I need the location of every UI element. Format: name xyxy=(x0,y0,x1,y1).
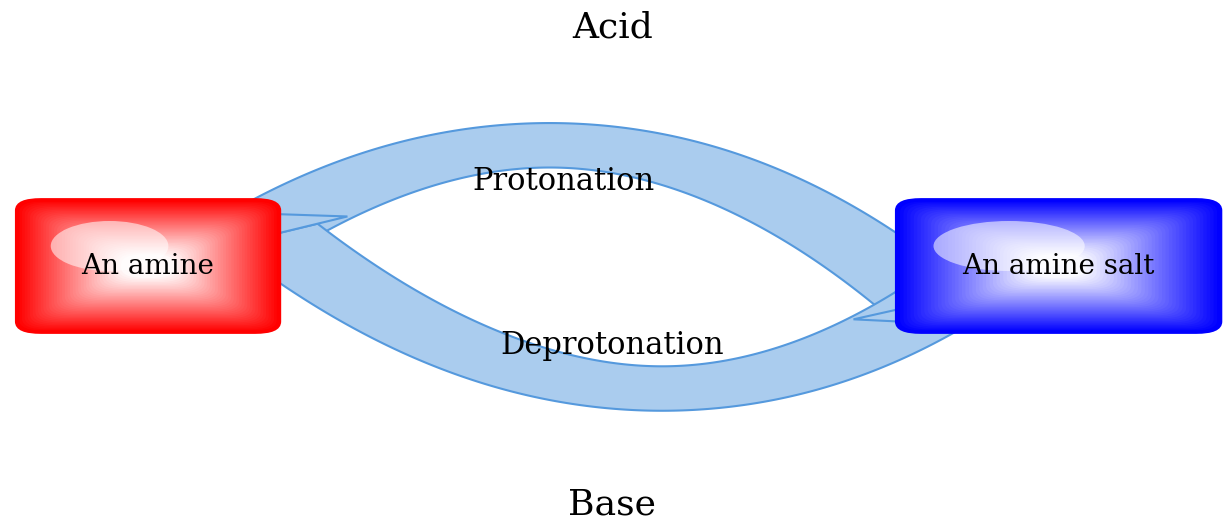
FancyBboxPatch shape xyxy=(962,226,1155,306)
FancyBboxPatch shape xyxy=(119,253,178,279)
Text: An amine: An amine xyxy=(82,253,214,279)
FancyBboxPatch shape xyxy=(935,215,1183,317)
FancyBboxPatch shape xyxy=(1030,254,1087,278)
FancyBboxPatch shape xyxy=(906,204,1210,328)
FancyBboxPatch shape xyxy=(54,219,243,313)
FancyBboxPatch shape xyxy=(927,212,1189,320)
FancyBboxPatch shape xyxy=(931,214,1186,318)
FancyBboxPatch shape xyxy=(81,233,216,299)
FancyBboxPatch shape xyxy=(51,218,245,314)
FancyBboxPatch shape xyxy=(924,211,1193,321)
FancyBboxPatch shape xyxy=(910,205,1207,327)
FancyBboxPatch shape xyxy=(33,208,263,324)
FancyBboxPatch shape xyxy=(38,211,258,321)
FancyBboxPatch shape xyxy=(973,230,1145,302)
FancyBboxPatch shape xyxy=(76,230,220,302)
FancyBboxPatch shape xyxy=(1020,250,1096,282)
FancyBboxPatch shape xyxy=(996,240,1121,292)
Text: Deprotonation: Deprotonation xyxy=(501,330,724,361)
FancyBboxPatch shape xyxy=(47,215,250,317)
FancyBboxPatch shape xyxy=(1007,244,1111,288)
FancyBboxPatch shape xyxy=(897,200,1220,332)
FancyBboxPatch shape xyxy=(86,236,209,296)
FancyBboxPatch shape xyxy=(1000,242,1117,290)
Ellipse shape xyxy=(933,221,1084,271)
FancyBboxPatch shape xyxy=(20,201,277,331)
FancyBboxPatch shape xyxy=(49,217,247,315)
FancyBboxPatch shape xyxy=(1011,246,1107,286)
FancyBboxPatch shape xyxy=(938,217,1180,315)
FancyBboxPatch shape xyxy=(110,248,186,284)
FancyBboxPatch shape xyxy=(27,205,268,327)
FancyBboxPatch shape xyxy=(78,232,218,300)
FancyBboxPatch shape xyxy=(921,210,1197,322)
Polygon shape xyxy=(228,224,991,411)
Ellipse shape xyxy=(50,221,168,271)
FancyBboxPatch shape xyxy=(1003,243,1114,289)
FancyBboxPatch shape xyxy=(956,223,1163,309)
FancyBboxPatch shape xyxy=(976,232,1142,300)
FancyBboxPatch shape xyxy=(900,201,1218,331)
Polygon shape xyxy=(854,285,1006,324)
FancyBboxPatch shape xyxy=(952,222,1165,310)
FancyBboxPatch shape xyxy=(113,250,184,282)
FancyBboxPatch shape xyxy=(965,228,1152,304)
FancyBboxPatch shape xyxy=(97,242,200,290)
FancyBboxPatch shape xyxy=(83,235,213,297)
FancyBboxPatch shape xyxy=(941,218,1176,314)
FancyBboxPatch shape xyxy=(56,221,239,311)
FancyBboxPatch shape xyxy=(94,240,202,292)
FancyBboxPatch shape xyxy=(904,203,1214,329)
FancyBboxPatch shape xyxy=(99,243,196,289)
FancyBboxPatch shape xyxy=(92,239,205,293)
FancyBboxPatch shape xyxy=(62,223,234,309)
FancyBboxPatch shape xyxy=(105,246,191,286)
FancyBboxPatch shape xyxy=(969,229,1148,303)
FancyBboxPatch shape xyxy=(43,214,252,318)
Text: An amine salt: An amine salt xyxy=(963,253,1155,279)
FancyBboxPatch shape xyxy=(1017,248,1100,284)
FancyBboxPatch shape xyxy=(990,237,1128,295)
Polygon shape xyxy=(211,123,975,312)
FancyBboxPatch shape xyxy=(40,212,255,320)
FancyBboxPatch shape xyxy=(982,235,1134,297)
FancyBboxPatch shape xyxy=(1024,251,1094,281)
Text: Protonation: Protonation xyxy=(473,166,654,197)
FancyBboxPatch shape xyxy=(72,229,223,303)
FancyBboxPatch shape xyxy=(102,244,194,288)
FancyBboxPatch shape xyxy=(22,203,274,329)
FancyBboxPatch shape xyxy=(115,251,180,281)
FancyBboxPatch shape xyxy=(70,228,225,304)
FancyBboxPatch shape xyxy=(1028,253,1090,279)
FancyBboxPatch shape xyxy=(36,210,261,322)
FancyBboxPatch shape xyxy=(60,222,236,310)
Polygon shape xyxy=(198,213,348,253)
FancyBboxPatch shape xyxy=(1013,247,1104,285)
FancyBboxPatch shape xyxy=(979,233,1138,299)
FancyBboxPatch shape xyxy=(65,225,232,307)
FancyBboxPatch shape xyxy=(914,207,1203,325)
FancyBboxPatch shape xyxy=(108,247,189,285)
FancyBboxPatch shape xyxy=(89,237,207,295)
FancyBboxPatch shape xyxy=(31,207,266,325)
FancyBboxPatch shape xyxy=(67,226,229,306)
FancyBboxPatch shape xyxy=(17,200,279,332)
Text: Acid: Acid xyxy=(572,11,653,45)
FancyBboxPatch shape xyxy=(121,254,175,278)
FancyBboxPatch shape xyxy=(958,225,1159,307)
FancyBboxPatch shape xyxy=(986,236,1131,296)
FancyBboxPatch shape xyxy=(993,239,1125,293)
FancyBboxPatch shape xyxy=(944,219,1172,313)
FancyBboxPatch shape xyxy=(918,208,1200,324)
FancyBboxPatch shape xyxy=(948,221,1169,311)
FancyBboxPatch shape xyxy=(24,204,272,328)
Text: Base: Base xyxy=(568,487,657,521)
